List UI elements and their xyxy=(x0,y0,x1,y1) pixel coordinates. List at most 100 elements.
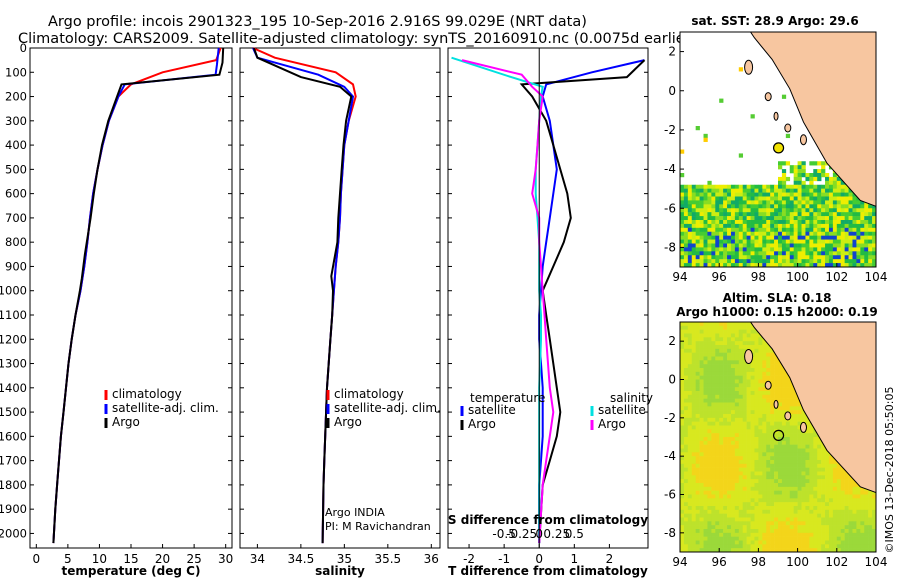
sst-cell xyxy=(683,196,689,201)
sst-cell xyxy=(778,208,783,213)
sst-cell xyxy=(793,247,798,252)
sst-cell xyxy=(801,204,806,209)
sla-cell xyxy=(746,364,751,369)
sla-cell xyxy=(856,490,861,495)
sla-cell xyxy=(825,494,830,499)
sst-cell xyxy=(774,184,779,189)
sla-cell xyxy=(766,440,771,445)
sla-cell xyxy=(719,433,724,438)
sla-cell xyxy=(750,460,755,465)
sst-cell xyxy=(844,216,849,221)
sla-cell xyxy=(695,402,700,407)
sla-cell xyxy=(719,429,724,434)
sst-cell xyxy=(703,137,708,142)
sst-cell xyxy=(813,231,818,236)
sla-cell xyxy=(719,356,724,361)
sla-cell xyxy=(785,456,791,461)
sst-cell xyxy=(719,184,724,189)
sst-cell xyxy=(734,220,740,225)
sla-cell xyxy=(825,517,830,522)
sst-cell xyxy=(750,223,755,229)
sla-cell xyxy=(734,540,740,545)
sla-cell xyxy=(734,421,740,426)
sla-cell xyxy=(727,536,732,541)
sla-cell xyxy=(680,406,685,411)
sst-cell xyxy=(813,263,818,268)
sst-cell xyxy=(844,188,849,193)
sla-cell xyxy=(750,529,755,534)
sla-cell xyxy=(687,433,693,438)
sst-cell xyxy=(719,196,724,201)
sla-cell xyxy=(715,322,720,327)
sla-cell xyxy=(754,517,759,522)
sst-cell xyxy=(738,243,744,248)
sla-cell xyxy=(762,544,767,549)
sla-cell xyxy=(770,391,775,396)
sla-cell xyxy=(825,475,830,480)
sla-cell xyxy=(805,460,810,465)
sst-cell xyxy=(711,184,716,189)
sla-cell xyxy=(703,471,708,476)
sla-cell xyxy=(762,517,767,522)
sla-cell xyxy=(715,517,720,522)
sst-cell xyxy=(758,259,763,264)
sst-cell xyxy=(727,188,732,193)
sla-cell xyxy=(762,494,767,499)
sla-cell xyxy=(734,509,740,514)
sla-cell xyxy=(781,391,787,396)
sla-cell xyxy=(766,456,771,461)
sla-cell xyxy=(789,444,794,449)
sla-cell xyxy=(868,532,873,537)
sla-cell xyxy=(762,479,767,484)
sla-cell xyxy=(821,475,826,480)
sla-cell xyxy=(809,467,814,472)
sst-cell xyxy=(699,204,704,209)
sla-cell xyxy=(695,509,700,514)
sla-cell xyxy=(734,463,740,468)
sla-cell xyxy=(734,402,740,407)
sst-cell xyxy=(680,196,685,201)
sla-cell xyxy=(680,325,685,330)
island xyxy=(773,399,779,409)
sst-cell xyxy=(797,216,802,221)
sla-cell xyxy=(727,429,732,434)
sla-cell xyxy=(864,509,869,514)
sst-cell xyxy=(848,212,853,217)
sla-cell xyxy=(742,494,747,499)
sst-cell xyxy=(766,212,771,217)
sst-cell xyxy=(825,263,830,268)
sla-cell xyxy=(738,479,744,484)
sla-cell xyxy=(699,540,704,545)
series-line-argo xyxy=(519,59,646,544)
sla-cell xyxy=(703,417,708,422)
sla-cell xyxy=(691,525,696,530)
sla-cell xyxy=(719,509,724,514)
sla-cell xyxy=(734,337,740,342)
sla-cell xyxy=(703,452,708,457)
sla-cell xyxy=(770,460,775,465)
sla-cell xyxy=(683,352,689,357)
sla-cell xyxy=(778,463,783,468)
sst-cell xyxy=(758,235,763,240)
sla-cell xyxy=(734,506,740,511)
sla-cell xyxy=(711,498,716,503)
sla-cell xyxy=(774,414,779,419)
sst-cell xyxy=(695,196,700,201)
sla-cell xyxy=(868,536,873,541)
sla-cell xyxy=(852,483,857,488)
sst-cell xyxy=(805,220,810,225)
sst-cell xyxy=(872,235,877,240)
sla-cell xyxy=(809,486,814,491)
sla-cell xyxy=(719,452,724,457)
difference-frame xyxy=(447,47,649,549)
sla-cell xyxy=(801,494,806,499)
sla-cell xyxy=(817,494,822,499)
sla-cell xyxy=(746,394,751,399)
sst-cell xyxy=(781,231,787,236)
sst-cell xyxy=(687,200,693,205)
sla-cell xyxy=(828,463,834,468)
sla-cell xyxy=(789,406,794,411)
sst-cell xyxy=(770,263,775,268)
sla-cell xyxy=(699,544,704,549)
